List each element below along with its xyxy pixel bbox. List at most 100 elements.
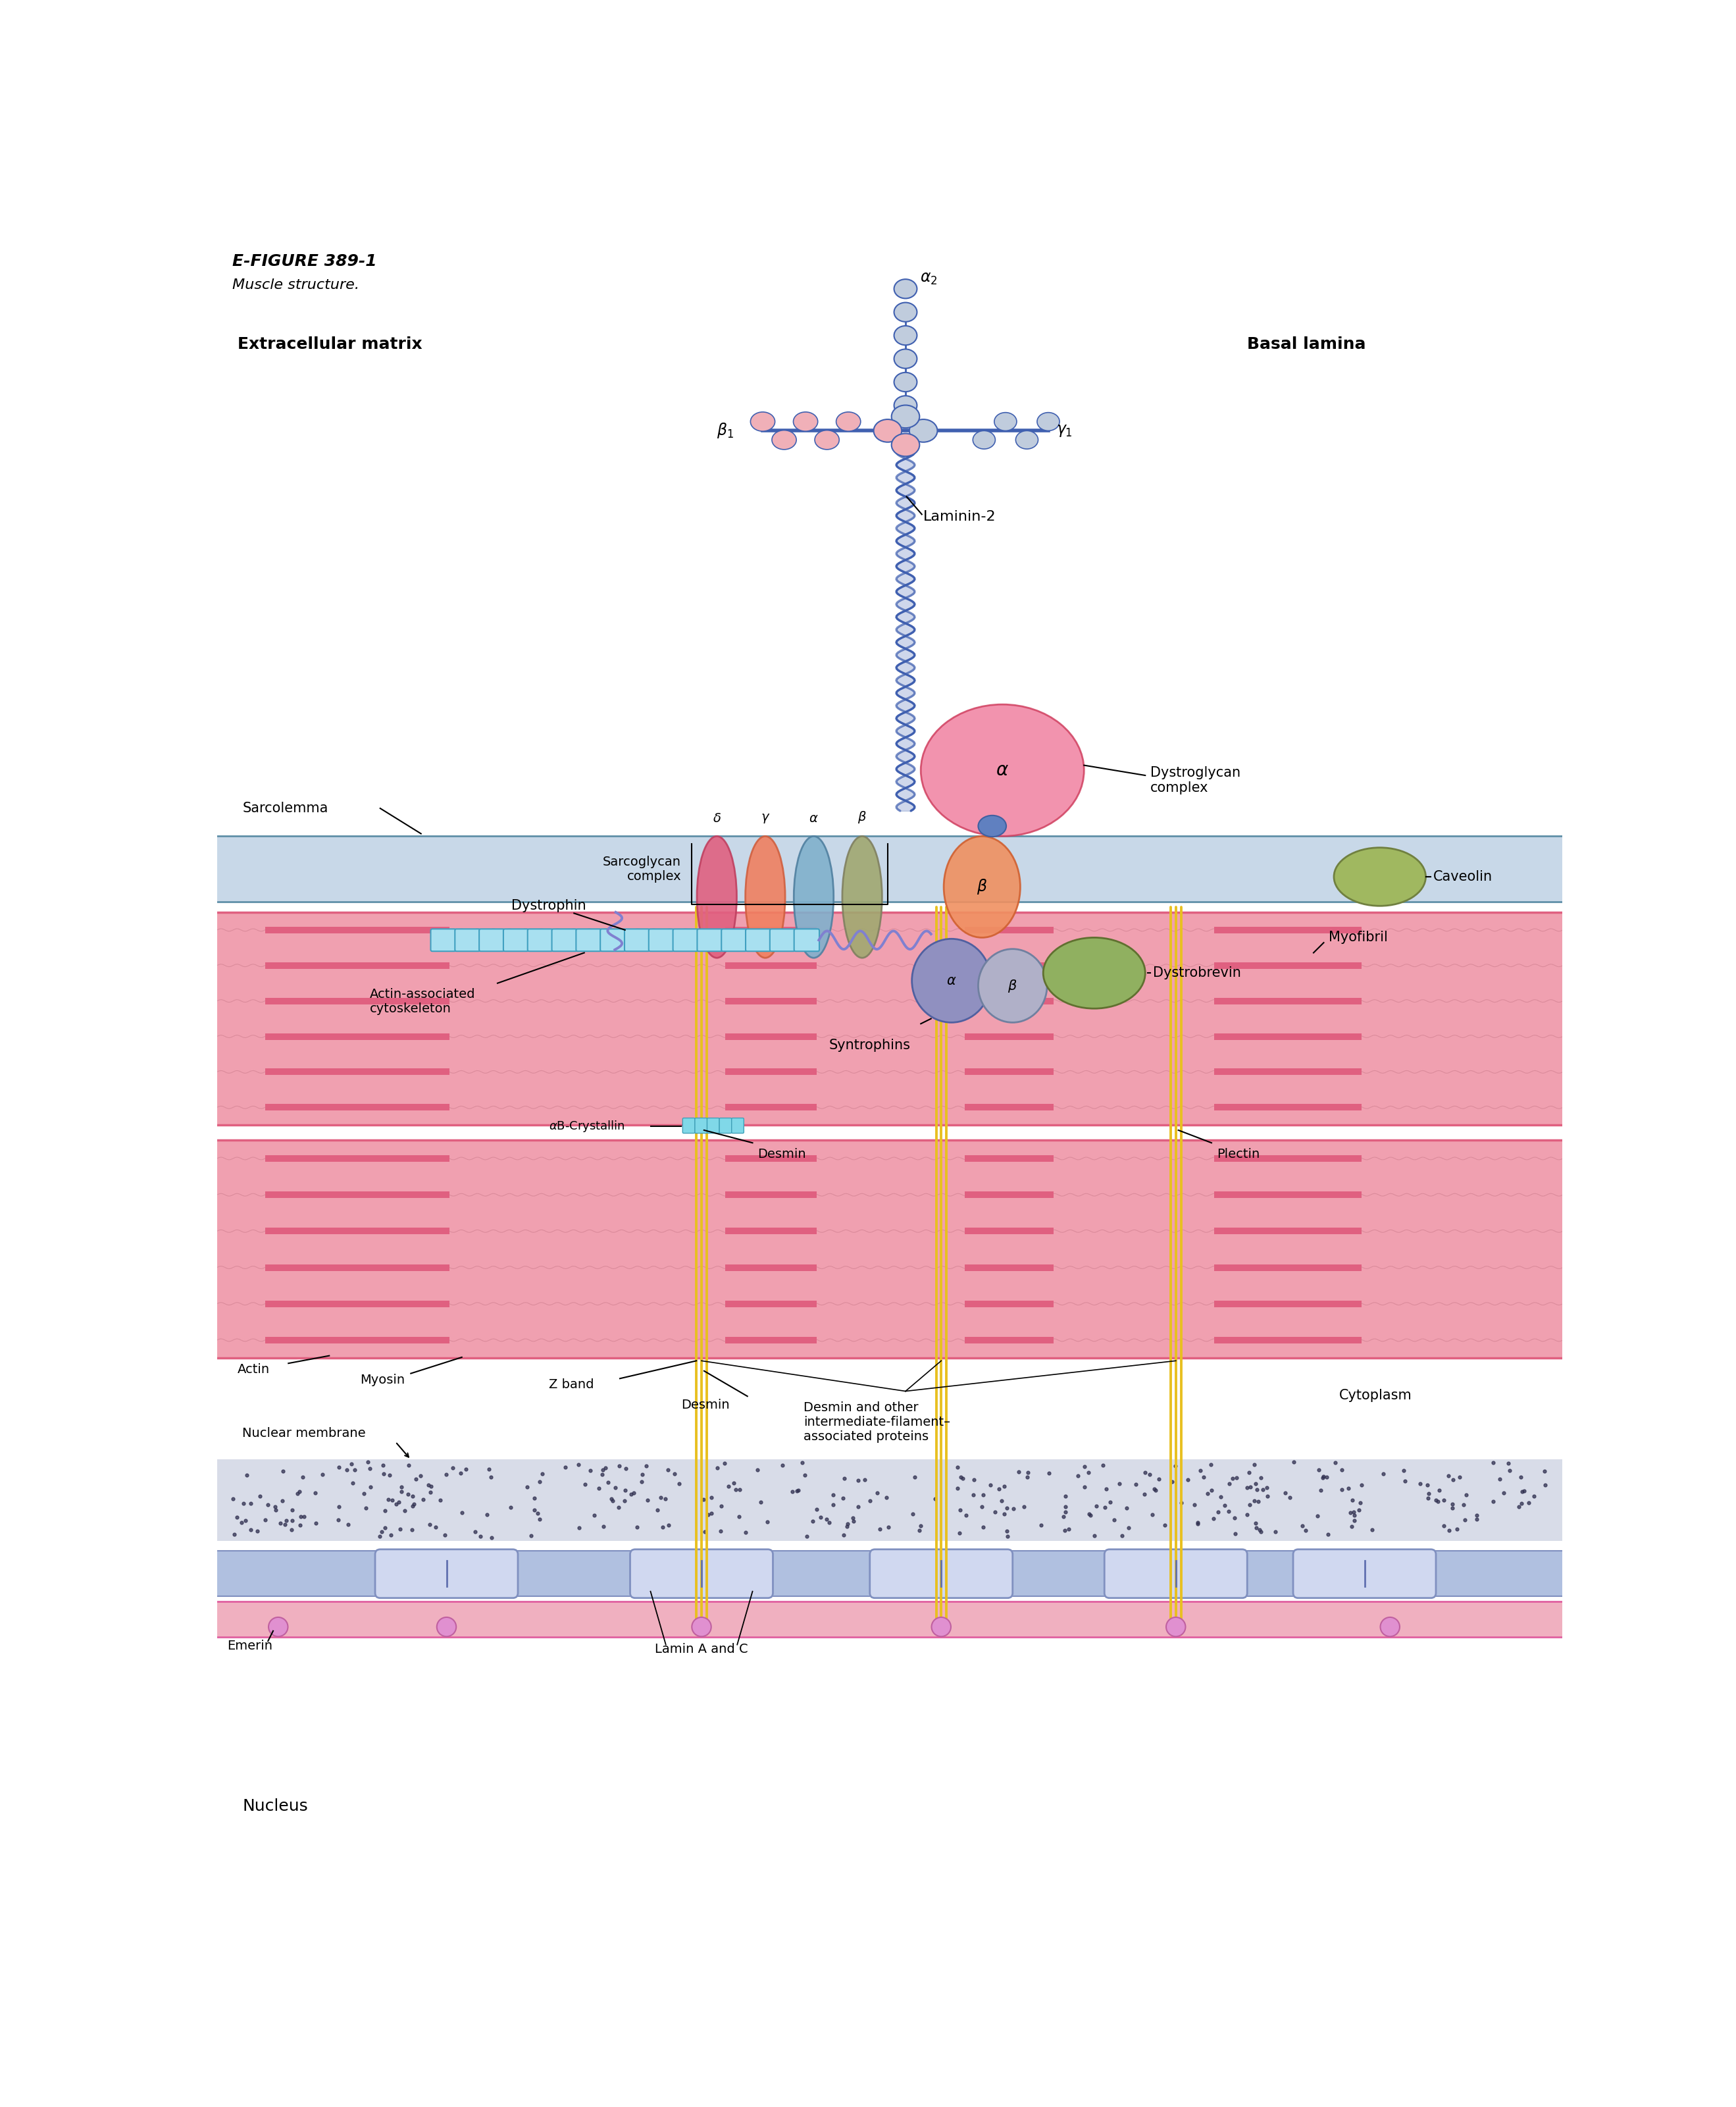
Ellipse shape [814,430,838,449]
FancyBboxPatch shape [965,1264,1054,1271]
FancyBboxPatch shape [576,929,601,950]
FancyBboxPatch shape [266,1336,450,1344]
FancyBboxPatch shape [1215,1300,1361,1306]
FancyBboxPatch shape [965,1336,1054,1344]
Ellipse shape [911,940,991,1022]
FancyBboxPatch shape [1215,1032,1361,1039]
FancyBboxPatch shape [1215,997,1361,1005]
Text: Syntrophins: Syntrophins [830,1039,911,1051]
FancyBboxPatch shape [726,1104,816,1110]
Ellipse shape [873,419,901,442]
FancyBboxPatch shape [266,997,450,1005]
Text: Basal lamina: Basal lamina [1246,337,1366,352]
Text: Emerin: Emerin [227,1639,273,1652]
Text: $\alpha$: $\alpha$ [809,813,818,826]
Ellipse shape [793,836,833,959]
FancyBboxPatch shape [965,1104,1054,1110]
Text: Sarcolemma: Sarcolemma [243,803,328,815]
FancyBboxPatch shape [217,1601,1562,1637]
FancyBboxPatch shape [682,1119,694,1134]
Text: $\alpha$: $\alpha$ [996,761,1009,780]
FancyBboxPatch shape [726,1336,816,1344]
Text: Extracellular matrix: Extracellular matrix [238,337,422,352]
Ellipse shape [837,413,861,432]
FancyBboxPatch shape [266,1300,450,1306]
Text: Desmin: Desmin [757,1148,806,1161]
FancyBboxPatch shape [726,1068,816,1075]
Ellipse shape [1036,413,1059,430]
FancyBboxPatch shape [601,929,625,950]
FancyBboxPatch shape [266,927,450,933]
Text: $\beta$: $\beta$ [977,879,988,895]
Ellipse shape [269,1618,288,1637]
Text: E-FIGURE 389-1: E-FIGURE 389-1 [233,253,377,270]
FancyBboxPatch shape [1215,1336,1361,1344]
Ellipse shape [920,704,1083,836]
Ellipse shape [894,303,917,322]
Ellipse shape [750,413,774,432]
Ellipse shape [932,1618,951,1637]
FancyBboxPatch shape [1215,1068,1361,1075]
Ellipse shape [793,413,818,432]
FancyBboxPatch shape [707,1119,719,1134]
FancyBboxPatch shape [726,927,816,933]
FancyBboxPatch shape [965,1155,1054,1161]
Ellipse shape [1016,430,1038,449]
Text: Dystrobrevin: Dystrobrevin [1153,967,1241,980]
FancyBboxPatch shape [769,929,795,950]
FancyBboxPatch shape [1104,1549,1246,1597]
FancyBboxPatch shape [266,963,450,969]
FancyBboxPatch shape [726,1190,816,1199]
FancyBboxPatch shape [455,929,481,950]
Text: Desmin: Desmin [681,1399,729,1412]
FancyBboxPatch shape [722,929,746,950]
Text: $\delta$: $\delta$ [712,813,720,826]
Text: Desmin and other
intermediate-filament–
associated proteins: Desmin and other intermediate-filament– … [804,1401,950,1443]
FancyBboxPatch shape [1215,1228,1361,1235]
FancyBboxPatch shape [266,1190,450,1199]
FancyBboxPatch shape [965,963,1054,969]
Ellipse shape [842,836,882,959]
FancyBboxPatch shape [503,929,529,950]
Ellipse shape [1333,847,1425,906]
Text: Myosin: Myosin [359,1374,404,1386]
Ellipse shape [1167,1618,1186,1637]
FancyBboxPatch shape [694,1119,707,1134]
FancyBboxPatch shape [1293,1549,1436,1597]
FancyBboxPatch shape [965,1032,1054,1039]
Ellipse shape [894,373,917,392]
Text: $\alpha$: $\alpha$ [946,973,957,988]
FancyBboxPatch shape [726,1300,816,1306]
FancyBboxPatch shape [698,929,722,950]
Text: $\beta$: $\beta$ [1009,978,1017,995]
Ellipse shape [693,1618,712,1637]
FancyBboxPatch shape [266,1155,450,1161]
FancyBboxPatch shape [1215,1190,1361,1199]
Text: Nucleus: Nucleus [243,1799,309,1814]
FancyBboxPatch shape [731,1119,743,1134]
FancyBboxPatch shape [719,1119,731,1134]
FancyBboxPatch shape [217,1140,1562,1359]
FancyBboxPatch shape [630,1549,773,1597]
Ellipse shape [773,430,797,449]
Ellipse shape [995,413,1017,430]
FancyBboxPatch shape [726,997,816,1005]
FancyBboxPatch shape [217,1460,1562,1540]
FancyBboxPatch shape [965,997,1054,1005]
FancyBboxPatch shape [674,929,698,950]
FancyBboxPatch shape [266,1264,450,1271]
FancyBboxPatch shape [1215,1104,1361,1110]
Text: Dystrophin: Dystrophin [510,900,585,912]
FancyBboxPatch shape [217,912,1562,1125]
Text: Plectin: Plectin [1217,1148,1260,1161]
FancyBboxPatch shape [746,929,771,950]
FancyBboxPatch shape [649,929,674,950]
Ellipse shape [944,836,1021,938]
FancyBboxPatch shape [965,1300,1054,1306]
FancyBboxPatch shape [217,1551,1562,1597]
FancyBboxPatch shape [1215,1155,1361,1161]
Text: $\alpha$B-Crystallin: $\alpha$B-Crystallin [549,1119,625,1134]
FancyBboxPatch shape [1215,963,1361,969]
FancyBboxPatch shape [266,1228,450,1235]
FancyBboxPatch shape [965,1228,1054,1235]
